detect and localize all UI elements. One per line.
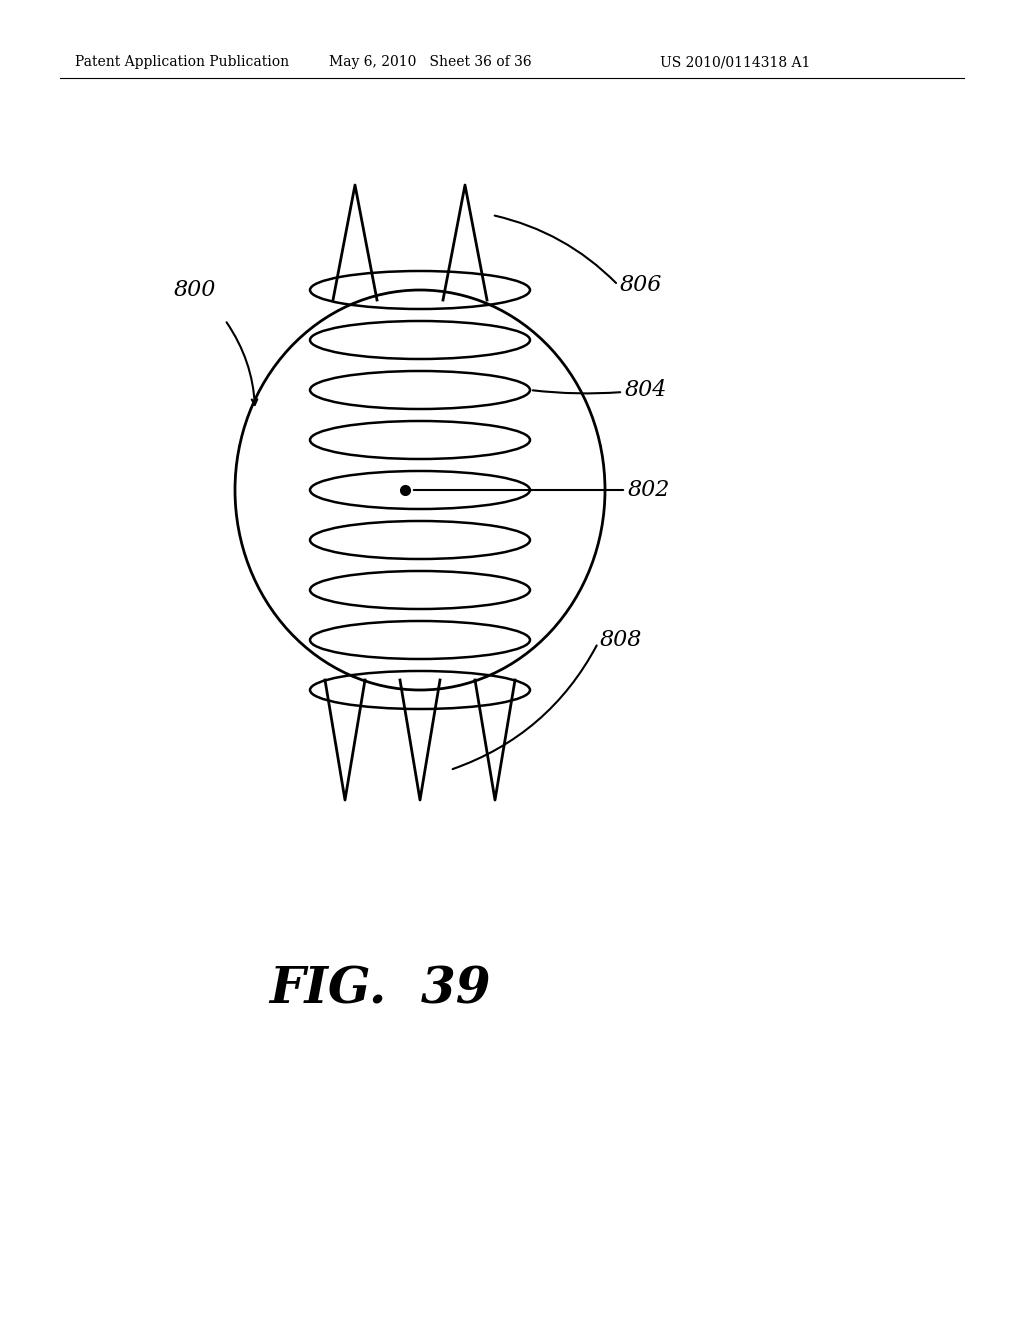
Text: FIG.  39: FIG. 39 xyxy=(269,965,490,1015)
Text: 800: 800 xyxy=(174,279,216,301)
Text: Patent Application Publication: Patent Application Publication xyxy=(75,55,289,69)
Text: 806: 806 xyxy=(620,275,663,296)
Text: 808: 808 xyxy=(600,630,642,651)
Text: US 2010/0114318 A1: US 2010/0114318 A1 xyxy=(660,55,810,69)
Text: 804: 804 xyxy=(625,379,668,401)
Text: May 6, 2010   Sheet 36 of 36: May 6, 2010 Sheet 36 of 36 xyxy=(329,55,531,69)
Text: 802: 802 xyxy=(628,479,671,502)
